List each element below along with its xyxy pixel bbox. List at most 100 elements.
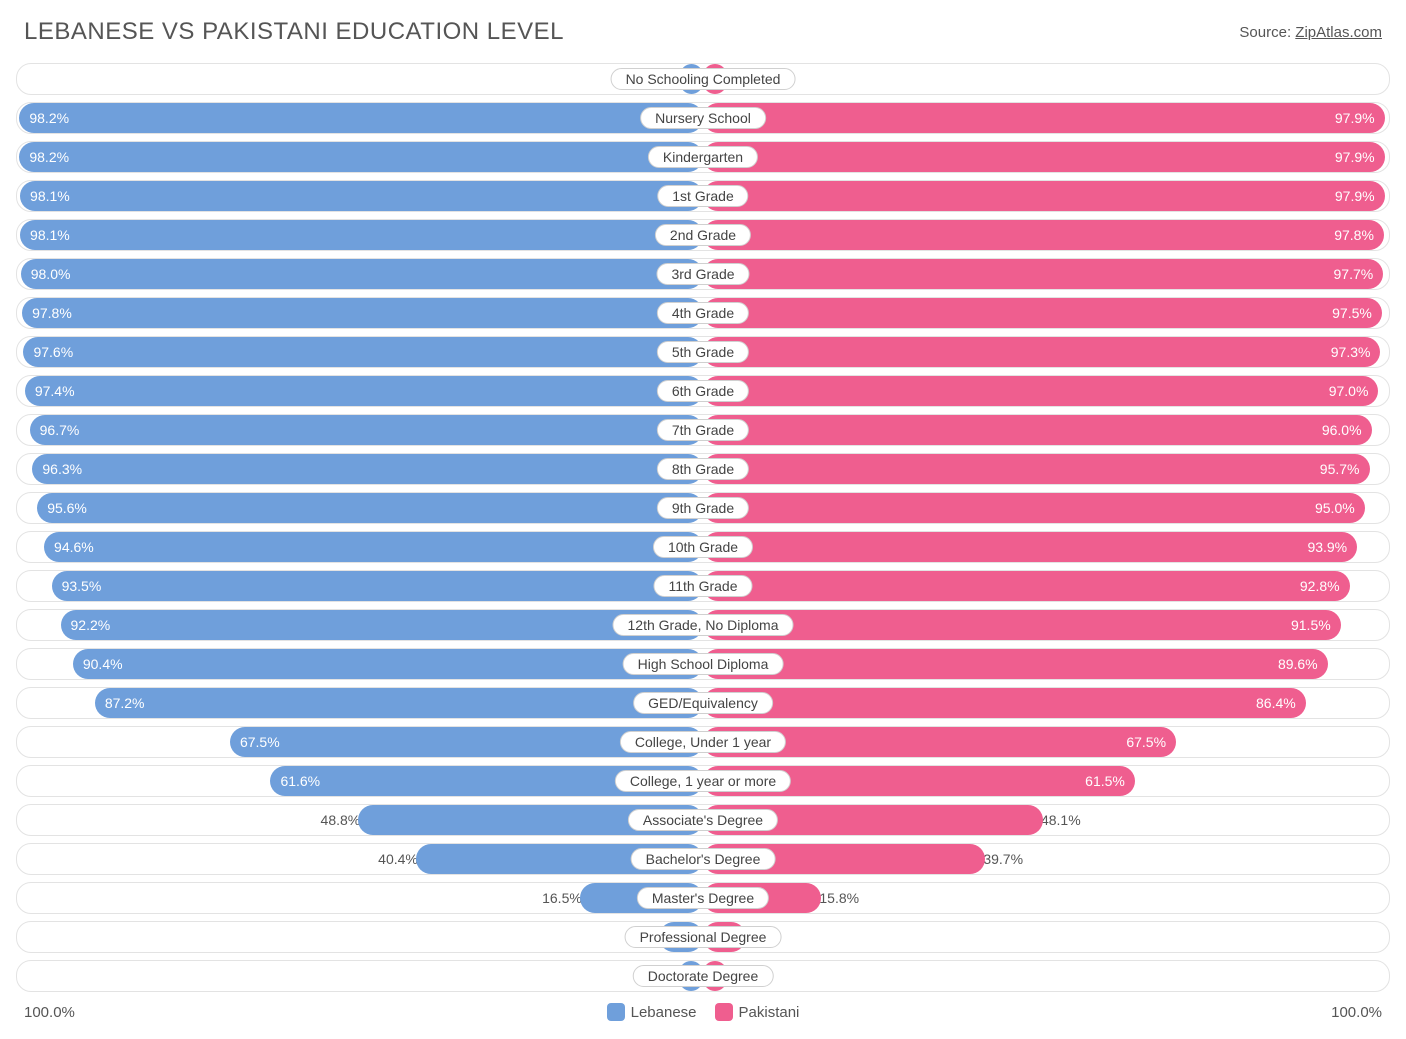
category-label: Doctorate Degree <box>633 965 774 987</box>
bar-value-left: 96.7% <box>40 422 80 438</box>
bar-value-left: 61.6% <box>280 773 320 789</box>
bar-right: 97.7% <box>703 259 1383 289</box>
bar-left: 98.1% <box>20 220 703 250</box>
chart-row: 98.1% 97.8% 2nd Grade <box>16 219 1390 251</box>
bar-value-left: 97.4% <box>35 383 75 399</box>
bar-value-right: 39.7% <box>983 844 1023 874</box>
category-label: Professional Degree <box>625 926 782 948</box>
axis-max-left: 100.0% <box>24 1004 75 1021</box>
chart-row: 61.6%61.5%College, 1 year or more <box>16 765 1390 797</box>
category-label: 4th Grade <box>657 302 749 324</box>
category-label: College, 1 year or more <box>615 770 791 792</box>
bar-value-right: 96.0% <box>1322 422 1362 438</box>
chart-row: 96.3% 95.7% 8th Grade <box>16 453 1390 485</box>
bar-value-left: 93.5% <box>62 578 102 594</box>
bar-value-right: 97.8% <box>1334 227 1374 243</box>
bar-value-left: 96.3% <box>42 461 82 477</box>
bar-right: 97.0% <box>703 376 1378 406</box>
bar-value-right: 93.9% <box>1307 539 1347 555</box>
legend-label-lebanese: Lebanese <box>631 1004 697 1021</box>
bar-value-right: 67.5% <box>1126 734 1166 750</box>
bar-value-right: 97.9% <box>1335 188 1375 204</box>
chart-footer: 100.0% Lebanese Pakistani 100.0% <box>0 999 1406 1039</box>
bar-left: 98.0% <box>21 259 703 289</box>
bar-left: 98.1% <box>20 181 703 211</box>
chart-row: 97.8%97.5%4th Grade <box>16 297 1390 329</box>
chart-title: LEBANESE VS PAKISTANI EDUCATION LEVEL <box>24 18 564 46</box>
category-label: Nursery School <box>640 107 766 129</box>
legend-item-lebanese: Lebanese <box>607 1003 697 1021</box>
chart-row: 92.2%91.5%12th Grade, No Diploma <box>16 609 1390 641</box>
bar-value-left: 87.2% <box>105 695 145 711</box>
bar-value-left: 98.1% <box>30 227 70 243</box>
chart-row: 48.8%48.1%Associate's Degree <box>16 804 1390 836</box>
bar-value-left: 98.2% <box>29 110 69 126</box>
chart-row: 90.4%89.6%High School Diploma <box>16 648 1390 680</box>
bar-left: 96.3% <box>32 454 703 484</box>
chart-row: 5.0%4.8%Professional Degree <box>16 921 1390 953</box>
bar-right: 97.9% <box>703 181 1385 211</box>
bar-value-left: 16.5% <box>542 883 582 913</box>
chart-header: LEBANESE VS PAKISTANI EDUCATION LEVEL So… <box>0 0 1406 56</box>
bar-right: 89.6% <box>703 649 1328 679</box>
chart-row: 94.6%93.9%10th Grade <box>16 531 1390 563</box>
bar-value-right: 95.7% <box>1320 461 1360 477</box>
chart-row: 98.0% 97.7%3rd Grade <box>16 258 1390 290</box>
bar-value-right: 15.8% <box>819 883 859 913</box>
bar-value-right: 89.6% <box>1278 656 1318 672</box>
chart-row: 67.5% 67.5% College, Under 1 year <box>16 726 1390 758</box>
legend-item-pakistani: Pakistani <box>715 1003 800 1021</box>
category-label: GED/Equivalency <box>633 692 773 714</box>
category-label: 6th Grade <box>657 380 749 402</box>
bar-left: 96.7% <box>30 415 703 445</box>
bar-right: 92.8% <box>703 571 1350 601</box>
category-label: 3rd Grade <box>656 263 749 285</box>
bar-value-right: 97.9% <box>1335 110 1375 126</box>
chart-row: 97.4% 97.0%6th Grade <box>16 375 1390 407</box>
category-label: 7th Grade <box>657 419 749 441</box>
bar-left: 97.4% <box>25 376 703 406</box>
category-label: College, Under 1 year <box>620 731 786 753</box>
bar-value-left: 90.4% <box>83 656 123 672</box>
bar-left: 95.6% <box>37 493 703 523</box>
category-label: 1st Grade <box>657 185 748 207</box>
bar-right: 97.3% <box>703 337 1380 367</box>
bar-value-right: 95.0% <box>1315 500 1355 516</box>
bar-value-right: 97.3% <box>1331 344 1371 360</box>
bar-value-left: 97.6% <box>33 344 73 360</box>
category-label: No Schooling Completed <box>611 68 796 90</box>
bar-value-left: 92.2% <box>71 617 111 633</box>
bar-value-right: 91.5% <box>1291 617 1331 633</box>
category-label: Bachelor's Degree <box>631 848 776 870</box>
source-prefix: Source: <box>1239 24 1295 41</box>
bar-value-left: 48.8% <box>321 805 361 835</box>
chart-row: 1.9%2.1%No Schooling Completed <box>16 63 1390 95</box>
bar-right: 97.9% <box>703 142 1385 172</box>
category-label: 8th Grade <box>657 458 749 480</box>
bar-left: 97.8% <box>22 298 703 328</box>
axis-max-right: 100.0% <box>1331 1004 1382 1021</box>
bar-left: 92.2% <box>61 610 703 640</box>
category-label: 5th Grade <box>657 341 749 363</box>
category-label: 2nd Grade <box>655 224 751 246</box>
category-label: 11th Grade <box>653 575 752 597</box>
category-label: Master's Degree <box>637 887 769 909</box>
bar-left: 97.6% <box>23 337 703 367</box>
bar-value-left: 94.6% <box>54 539 94 555</box>
source-link[interactable]: ZipAtlas.com <box>1295 24 1382 41</box>
chart-source: Source: ZipAtlas.com <box>1239 24 1382 41</box>
bar-right: 91.5% <box>703 610 1341 640</box>
bar-value-left: 67.5% <box>240 734 280 750</box>
bar-value-left: 97.8% <box>32 305 72 321</box>
legend-label-pakistani: Pakistani <box>739 1004 800 1021</box>
bar-value-right: 48.1% <box>1041 805 1081 835</box>
bar-value-left: 98.0% <box>31 266 71 282</box>
chart-row: 93.5% 92.8%11th Grade <box>16 570 1390 602</box>
bar-left: 98.2% <box>19 142 703 172</box>
bar-value-left: 40.4% <box>378 844 418 874</box>
bar-right: 93.9% <box>703 532 1357 562</box>
bar-value-left: 95.6% <box>47 500 87 516</box>
legend-swatch-lebanese <box>607 1003 625 1021</box>
chart-row: 2.1%2.0%Doctorate Degree <box>16 960 1390 992</box>
bar-left: 87.2% <box>95 688 703 718</box>
